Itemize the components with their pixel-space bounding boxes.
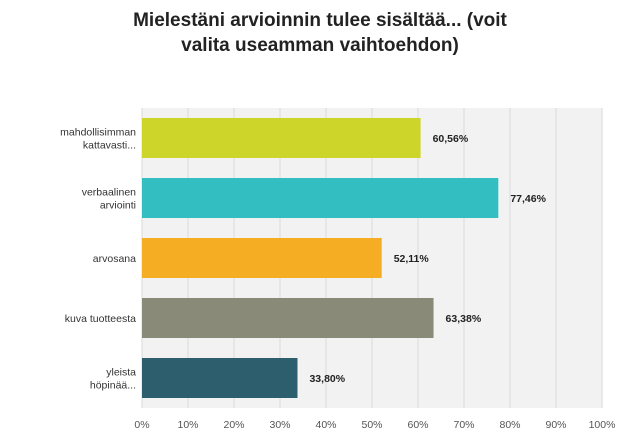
bar	[142, 358, 298, 398]
category-label: kuva tuotteesta	[65, 313, 136, 325]
data-label: 63,38%	[446, 313, 482, 325]
x-tick-label: 30%	[269, 419, 290, 431]
x-tick-label: 0%	[134, 419, 149, 431]
x-tick-label: 70%	[453, 419, 474, 431]
category-label: yleista höpinää...	[90, 367, 136, 392]
x-axis-tick-labels: 0% 10% 20% 30% 40% 50% 60% 70% 80% 90% 100%	[134, 419, 615, 431]
data-label: 52,11%	[394, 253, 430, 265]
x-tick-label: 40%	[315, 419, 336, 431]
chart-title: Mielestäni arvioinnin tulee sisältää... …	[0, 8, 640, 58]
category-label: verbaalinen arviointi	[82, 187, 136, 212]
x-tick-label: 10%	[177, 419, 198, 431]
x-tick-label: 20%	[223, 419, 244, 431]
bar	[142, 298, 434, 338]
category-labels: mahdollisimman kattavasti... verbaalinen ar…	[60, 127, 136, 392]
category-label: arvosana	[93, 253, 136, 265]
data-label: 33,80%	[309, 373, 345, 385]
bars	[142, 118, 499, 398]
chart-title-line-2: valita useamman vaihtoehdon)	[181, 35, 459, 56]
value-labels: 60,56% 77,46% 52,11% 63,38% 33,80%	[309, 133, 546, 385]
bar	[142, 178, 499, 218]
x-tick-label: 90%	[545, 419, 566, 431]
data-label: 60,56%	[433, 133, 469, 145]
data-label: 77,46%	[510, 193, 546, 205]
x-tick-label: 50%	[361, 419, 382, 431]
x-tick-label: 80%	[499, 419, 520, 431]
x-tick-label: 60%	[407, 419, 428, 431]
category-label: mahdollisimman kattavasti...	[60, 127, 136, 152]
x-tick-label: 100%	[589, 419, 616, 431]
bar	[142, 118, 421, 158]
bar	[142, 238, 382, 278]
chart-title-line-1: Mielestäni arvioinnin tulee sisältää... …	[133, 10, 507, 31]
